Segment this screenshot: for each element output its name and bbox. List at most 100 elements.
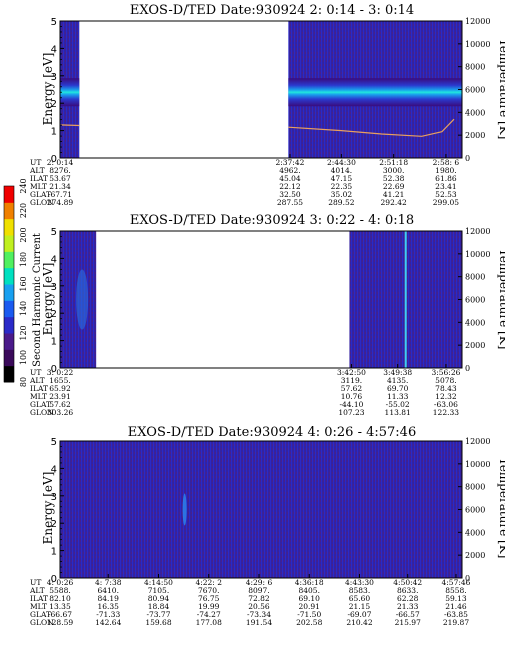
y-tick-label: 3 — [51, 492, 57, 503]
ephemeris-cell: 4:43:30 — [345, 578, 374, 587]
ephemeris-cell: 4:22: 2 — [195, 578, 222, 587]
ephemeris-cell: 78.43 — [435, 384, 457, 393]
colorbar-tick-label: 180 — [19, 252, 28, 267]
ephemeris-cell: 4:50:42 — [393, 578, 422, 587]
panel-title: EXOS-D/TED Date:930924 3: 0:22 - 4: 0:18 — [130, 213, 414, 228]
ephemeris-cell: 202.58 — [296, 618, 322, 627]
ephemeris-row-label: ALT — [29, 376, 45, 385]
ephemeris-cell: 19.99 — [198, 602, 220, 611]
y-tick-label: 0 — [51, 364, 57, 375]
panel-3: EXOS-D/TED Date:930924 4: 0:26 - 4:57:46… — [29, 425, 505, 627]
ephemeris-cell: 4014. — [331, 166, 352, 175]
colorbar-swatch — [4, 218, 14, 236]
y2-tick-label: 0 — [465, 154, 470, 163]
ephemeris-cell: 4: 7:38 — [95, 578, 122, 587]
ephemeris-cell: 22.69 — [383, 182, 405, 191]
ephemeris-cell: -73.34 — [247, 610, 271, 619]
ephemeris-row-label: ILAT — [30, 594, 48, 603]
colorbar-swatch — [4, 202, 14, 220]
ephemeris-cell: 57.62 — [49, 400, 71, 409]
ephemeris-row-label: UT — [30, 158, 41, 167]
ephemeris-cell: 52.53 — [435, 190, 457, 199]
y-tick-label: 3 — [51, 72, 57, 83]
y2-tick-label: 2000 — [465, 551, 485, 560]
y-tick-label: 4 — [51, 254, 57, 265]
ephemeris-cell: 4:57:46 — [442, 578, 471, 587]
colorbar-swatches — [3, 185, 15, 383]
ephemeris-row-label: ALT — [29, 586, 45, 595]
ephemeris-row-label: GLAT — [30, 400, 51, 409]
ephemeris-cell: 215.97 — [395, 618, 421, 627]
ephemeris-cell: 8097. — [248, 586, 269, 595]
ephemeris-cell: 113.81 — [385, 408, 411, 417]
temperature-curve — [59, 124, 80, 127]
ephemeris-cell: 69.70 — [387, 384, 409, 393]
ephemeris-cell: 3:42:50 — [337, 368, 366, 377]
y2-axis-label: Temperature [K] — [497, 39, 505, 140]
ephemeris-cell: 11.33 — [387, 392, 409, 401]
y2-tick-label: 10000 — [465, 250, 490, 259]
ephemeris-cell: 69.10 — [298, 594, 320, 603]
ephemeris-cell: 3:56:26 — [431, 368, 460, 377]
ephemeris-cell: 61.86 — [435, 174, 457, 183]
y2-tick-label: 10000 — [465, 40, 490, 49]
y-tick-label: 2 — [51, 519, 57, 530]
ephemeris-cell: 65.60 — [349, 594, 371, 603]
ephemeris-cell: 45.04 — [279, 174, 301, 183]
ephemeris-cell: -71.50 — [297, 610, 321, 619]
ephemeris-cell: -74.27 — [197, 610, 221, 619]
ephemeris-cell: 4:36:18 — [295, 578, 324, 587]
y-tick-label: 5 — [51, 227, 57, 238]
ephemeris-cell: 72.82 — [248, 594, 270, 603]
ephemeris-cell: 2:51:18 — [379, 158, 408, 167]
y-tick-label: 1 — [51, 337, 57, 348]
y-tick-label: 5 — [51, 437, 57, 448]
data-segment — [60, 441, 462, 578]
colorbar-tick-label: 120 — [19, 325, 28, 340]
ephemeris-cell: 274.89 — [47, 198, 73, 207]
ephemeris-cell: 20.56 — [248, 602, 270, 611]
panel-title: EXOS-D/TED Date:930924 2: 0:14 - 3: 0:14 — [130, 3, 414, 18]
y2-axis-label: Temperature [K] — [497, 458, 505, 559]
ephemeris-row-label: ALT — [29, 166, 45, 175]
ephemeris-cell: 13.35 — [49, 602, 71, 611]
colorbar-tick-label: 220 — [19, 203, 28, 218]
ephemeris-cell: 2:37:42 — [275, 158, 304, 167]
ephemeris-cell: 76.75 — [198, 594, 220, 603]
panel-1: EXOS-D/TED Date:930924 2: 0:14 - 3: 0:14… — [29, 3, 505, 207]
ephemeris-cell: 53.67 — [49, 174, 71, 183]
y2-tick-label: 12000 — [465, 227, 490, 236]
ephemeris-cell: 2:44:30 — [327, 158, 356, 167]
ephemeris-cell: 84.19 — [97, 594, 119, 603]
ephemeris-cell: 23.91 — [49, 392, 70, 401]
ephemeris-cell: 65.92 — [49, 384, 71, 393]
spectrogram-plot: 0 1 2 3 4 5 0 2000 4000 6000 8000 10000 12000 — [51, 437, 491, 585]
y-tick-label: 1 — [51, 547, 57, 558]
colorbar-swatch — [4, 333, 14, 350]
colorbar-label: Second Harmonic Current — [32, 233, 43, 367]
ephemeris-cell: 3000. — [383, 166, 404, 175]
ephemeris-cell: 8405. — [298, 586, 319, 595]
ephemeris-cell: 2: 0:14 — [47, 158, 74, 167]
y2-tick-label: 6000 — [465, 86, 485, 95]
ephemeris-row-label: UT — [30, 578, 41, 587]
ephemeris-cell: 7105. — [148, 586, 169, 595]
ephemeris-cell: 1655. — [49, 376, 70, 385]
colorbar-swatch — [4, 300, 14, 318]
ephemeris-cell: -73.77 — [146, 610, 170, 619]
ephemeris-cell: 57.62 — [341, 384, 363, 393]
ephemeris-cell: -66.67 — [48, 610, 72, 619]
y2-axis-label: Temperature [K] — [497, 249, 505, 350]
panel-2: EXOS-D/TED Date:930924 3: 0:22 - 4: 0:18… — [29, 213, 505, 417]
y-tick-label: 5 — [51, 17, 57, 28]
ephemeris-row-label: GLON — [30, 408, 54, 417]
ephemeris-cell: 287.55 — [277, 198, 303, 207]
colorbar-swatch — [4, 186, 14, 203]
y-tick-label: 4 — [51, 44, 57, 55]
ephemeris-cell: -66.57 — [396, 610, 420, 619]
ephemeris-cell: 12.32 — [435, 392, 457, 401]
ephemeris-cell: 35.02 — [331, 190, 353, 199]
ephemeris-row-label: ILAT — [30, 384, 48, 393]
